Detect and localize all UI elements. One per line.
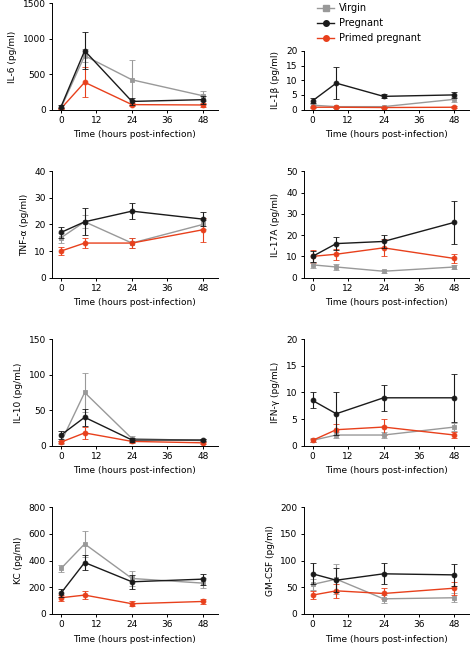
X-axis label: Time (hours post-infection): Time (hours post-infection) bbox=[73, 298, 196, 307]
Y-axis label: GM-CSF (pg/ml): GM-CSF (pg/ml) bbox=[266, 525, 274, 596]
X-axis label: Time (hours post-infection): Time (hours post-infection) bbox=[325, 634, 448, 643]
X-axis label: Time (hours post-infection): Time (hours post-infection) bbox=[73, 634, 196, 643]
Y-axis label: IL-6 (pg/ml): IL-6 (pg/ml) bbox=[9, 30, 18, 83]
Y-axis label: IL-1β (pg/ml): IL-1β (pg/ml) bbox=[272, 51, 281, 109]
Y-axis label: IL-17A (pg/ml): IL-17A (pg/ml) bbox=[272, 193, 281, 256]
Y-axis label: KC (pg/ml): KC (pg/ml) bbox=[14, 537, 23, 584]
X-axis label: Time (hours post-infection): Time (hours post-infection) bbox=[325, 466, 448, 475]
X-axis label: Time (hours post-infection): Time (hours post-infection) bbox=[73, 130, 196, 140]
Y-axis label: IFN-γ (pg/mL): IFN-γ (pg/mL) bbox=[272, 362, 281, 423]
Y-axis label: IL-10 (pg/mL): IL-10 (pg/mL) bbox=[14, 362, 23, 422]
Legend: Virgin, Pregnant, Primed pregnant: Virgin, Pregnant, Primed pregnant bbox=[317, 3, 421, 43]
X-axis label: Time (hours post-infection): Time (hours post-infection) bbox=[325, 130, 448, 140]
X-axis label: Time (hours post-infection): Time (hours post-infection) bbox=[73, 466, 196, 475]
X-axis label: Time (hours post-infection): Time (hours post-infection) bbox=[325, 298, 448, 307]
Y-axis label: TNF-α (pg/ml): TNF-α (pg/ml) bbox=[20, 193, 29, 256]
